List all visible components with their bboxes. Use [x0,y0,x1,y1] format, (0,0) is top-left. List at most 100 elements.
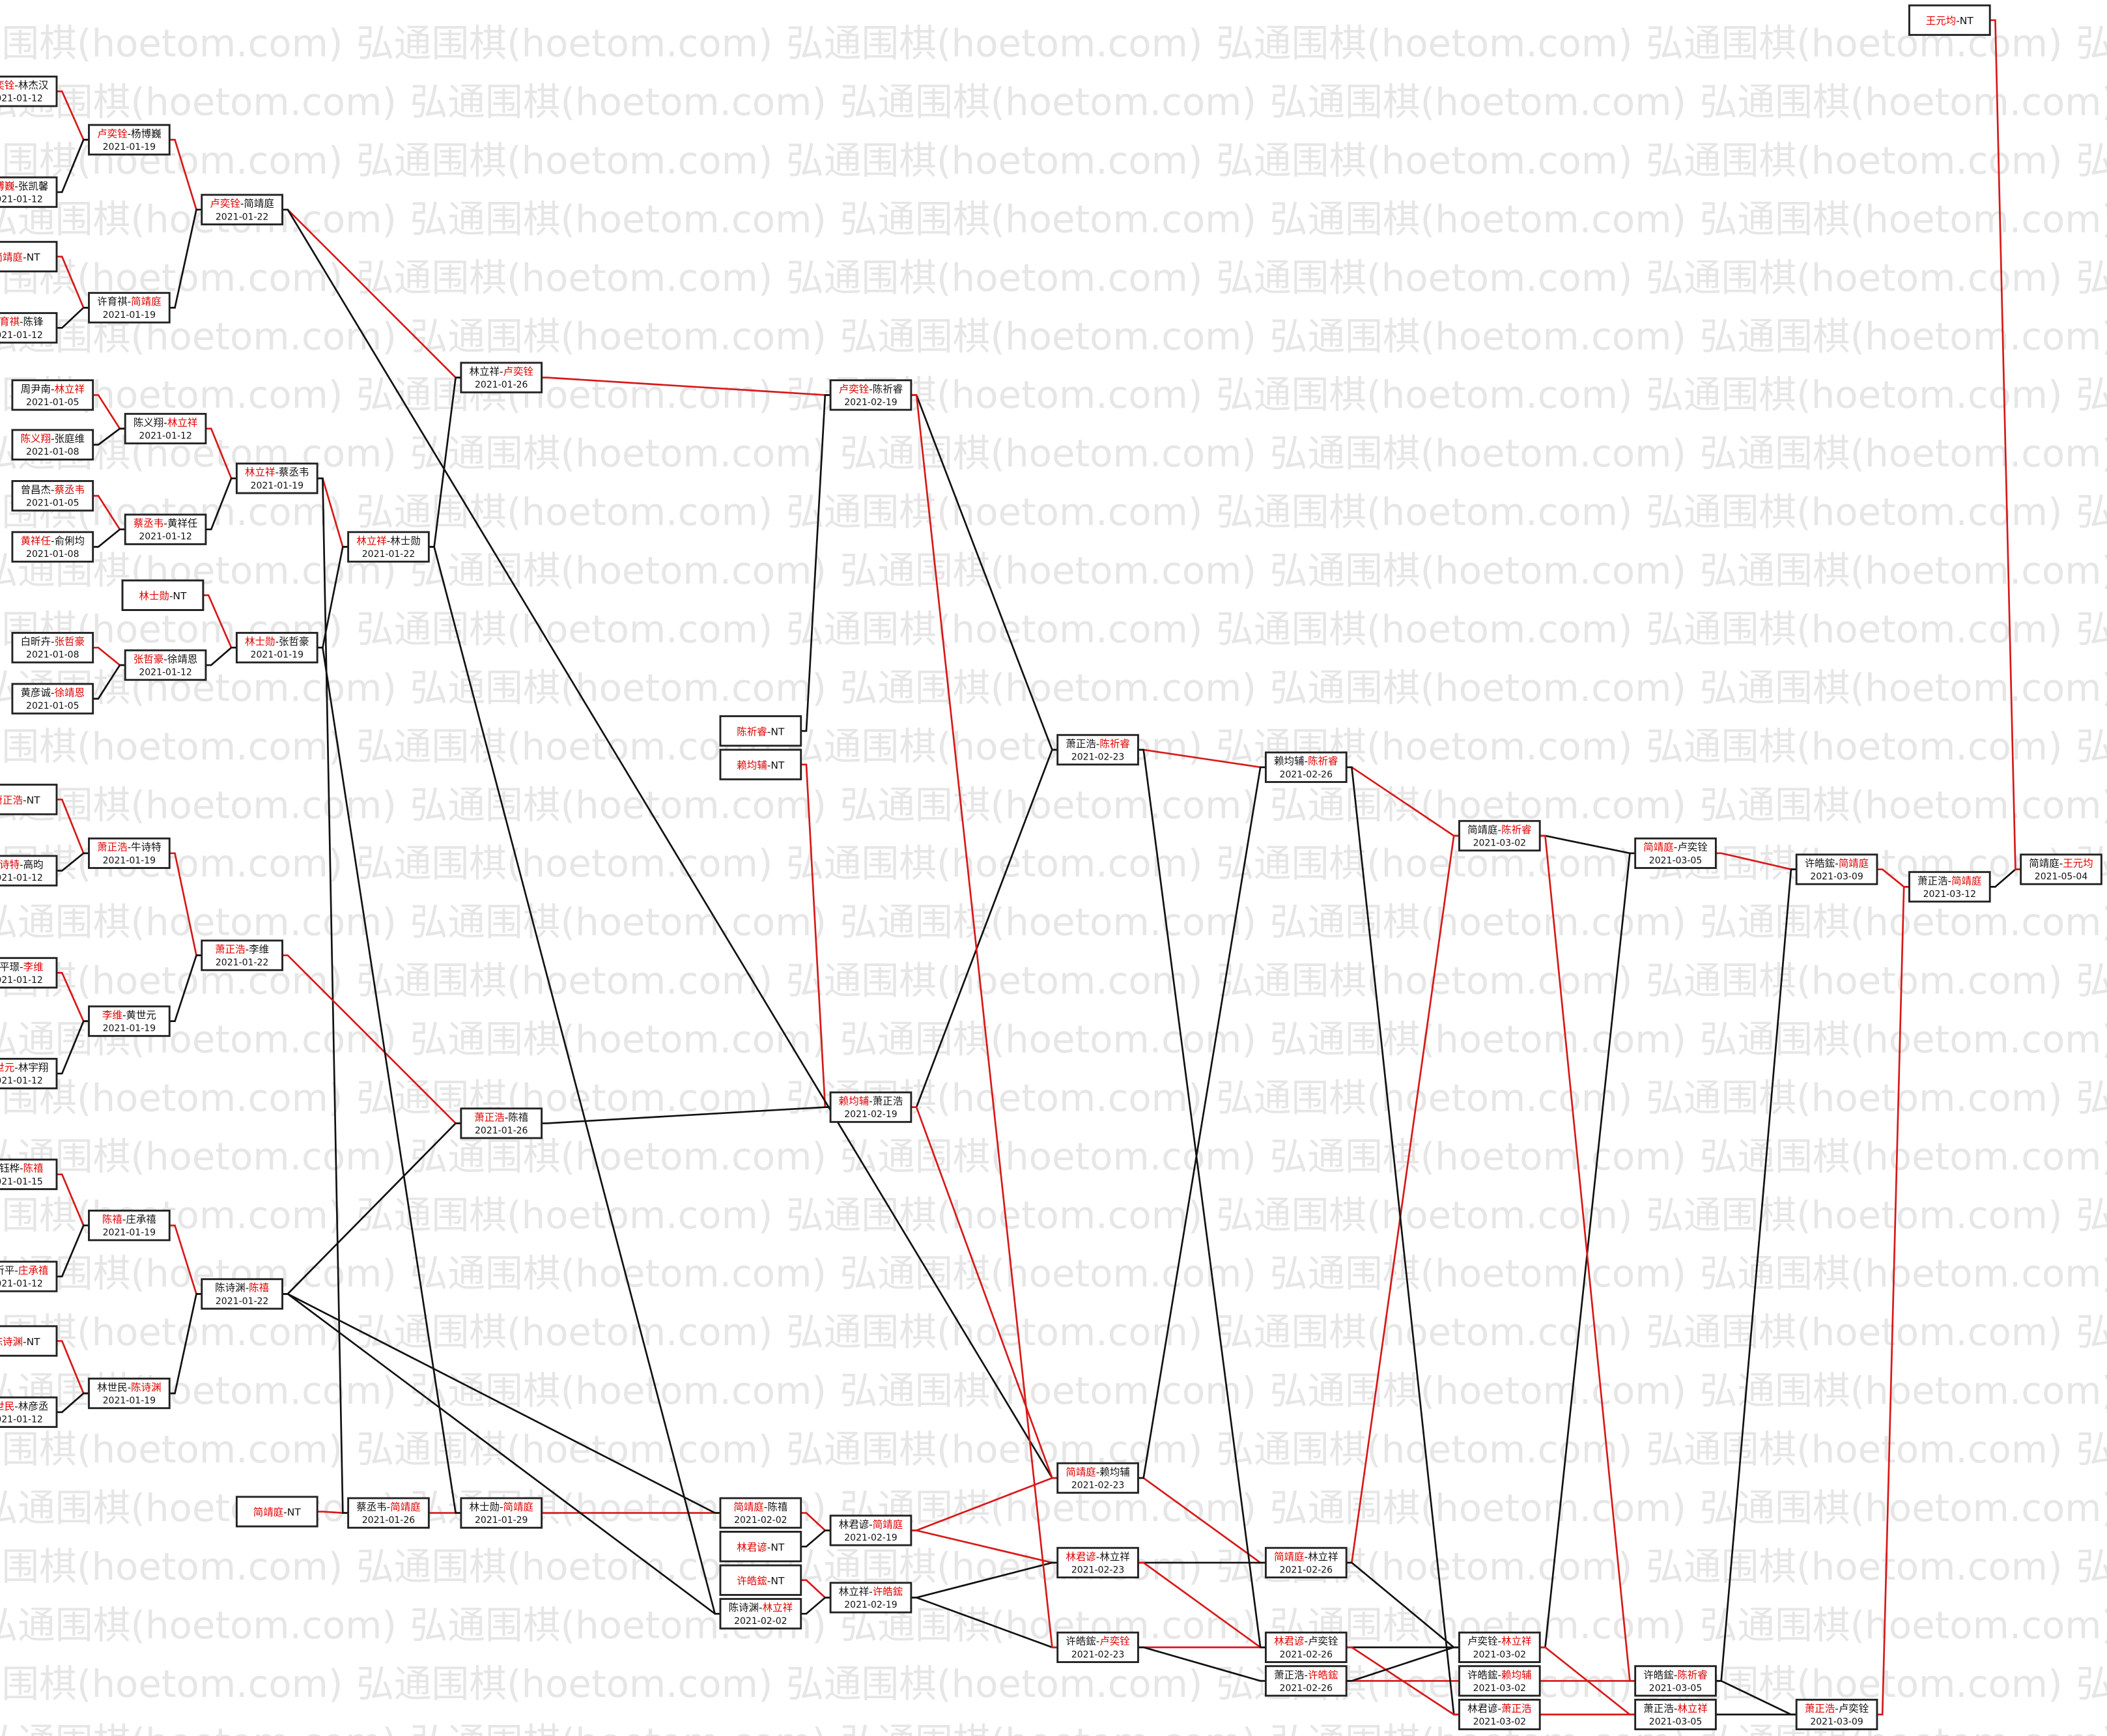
match-box[interactable]: 卢奕铨-简靖庭 2021-01-22 [201,193,283,225]
match-box[interactable]: 许皓鋐-陈祈睿 2021-03-05 [1634,1665,1717,1697]
match-box[interactable]: 林立祥-许皓鋐 2021-02-19 [829,1582,912,1614]
match-box[interactable]: 林士勋-简靖庭 2021-01-29 [460,1497,543,1529]
match-box[interactable]: 许皓鋐-卢奕铨 2021-02-23 [1056,1631,1139,1663]
match-box[interactable]: 白昕卉-张哲豪 2021-01-08 [11,632,94,664]
match-date: 2021-01-12 [139,431,191,441]
match-box[interactable]: 简靖庭-王元均 2021-05-04 [2020,853,2102,885]
match-box[interactable]: 林立祥-林士勋 2021-01-22 [347,531,430,563]
match-box[interactable]: 萧正浩-简靖庭 2021-03-12 [1908,871,1991,903]
match-box[interactable]: 林立祥-蔡丞韦 2021-01-19 [235,462,318,494]
watermark-text: 弘通围棋(hoetom.com) [1700,783,2107,827]
watermark-text: 弘通围棋(hoetom.com) [410,197,826,241]
match-box[interactable]: 简靖庭-NT [0,240,58,273]
match-box[interactable]: 张哲豪-徐靖恩 2021-01-12 [124,649,207,681]
match-box[interactable]: 林君谚-林立祥 2021-02-23 [1056,1546,1139,1579]
match-box[interactable]: 萧正浩-NT [0,784,58,816]
match-box[interactable]: 卢奕铨-林杰汉 2021-01-12 [0,76,58,107]
match-box-frame [2020,853,2102,885]
match-players: 林士勋-简靖庭 [470,1501,533,1513]
player-separator: - [128,128,132,139]
match-box[interactable]: 卢奕铨-林立祥 2021-03-02 [1458,1631,1541,1663]
match-box[interactable]: 陈诗渊-林立祥 2021-02-02 [719,1598,802,1630]
match-box[interactable]: 林君谚-简靖庭 2021-02-19 [829,1515,912,1546]
match-box[interactable]: 王元均-NT [1908,4,1991,36]
match-box[interactable]: 黄平璟-李维 2021-01-12 [0,957,58,989]
match-box[interactable]: 黄彦诚-徐靖恩 2021-01-05 [11,683,94,715]
match-box[interactable]: 简靖庭-赖均辅 2021-02-23 [1056,1462,1139,1494]
match-box[interactable]: 陈禧-庄承禧 2021-01-19 [88,1210,171,1242]
match-date: 2021-01-19 [103,142,156,152]
match-box[interactable]: 黄世元-林宇翔 2021-01-12 [0,1057,58,1090]
match-box[interactable]: 许皓鋐-NT [719,1564,802,1596]
match-box[interactable]: 萧正浩-许皓鋐 2021-02-26 [1264,1665,1348,1697]
match-box[interactable]: 林君谚-卢奕铨 2021-02-26 [1264,1631,1348,1663]
match-box[interactable]: 林君谚-NT [719,1531,802,1563]
match-box[interactable]: 赖均辅-陈祈睿 2021-02-26 [1264,751,1348,783]
match-box-frame [829,1515,912,1546]
match-box[interactable]: 杨博巍-张凯馨 2021-01-12 [0,176,58,208]
match-box[interactable]: 林士勋-NT [121,579,205,611]
player-1: 萧正浩 [215,943,245,955]
match-players: 陈禧-庄承禧 [102,1214,156,1225]
bracket-connector [169,954,202,1022]
player-1: 卢奕铨 [1467,1636,1497,1647]
match-box[interactable]: 简靖庭-陈禧 2021-02-02 [719,1497,802,1529]
match-date: 2021-01-12 [0,1076,43,1087]
match-box[interactable]: 赖均辅-萧正浩 2021-02-19 [829,1091,912,1123]
match-box[interactable]: 陈诗渊-陈禧 2021-01-22 [201,1278,283,1310]
match-box[interactable]: 蔡丞韦-黄祥任 2021-01-12 [124,513,207,545]
match-box[interactable]: 简靖庭-NT [235,1496,318,1528]
player-2: 陈祈睿 [1308,756,1338,767]
match-box[interactable]: 曾昌杰-蔡丞韦 2021-01-05 [11,480,94,512]
player-separator: - [128,1382,132,1393]
player-separator: - [169,590,173,602]
match-box[interactable]: 许皓鋐-简靖庭 2021-03-09 [1795,853,1878,885]
watermark-text: 弘通围棋(hoetom.com) [0,1427,343,1472]
match-box[interactable]: 黄祥任-俞俐均 2021-01-08 [11,531,94,563]
player-separator: - [51,484,55,496]
match-box[interactable]: 林士勋-张哲豪 2021-01-19 [235,632,318,664]
player-2: 王元均 [2063,857,2093,869]
match-box[interactable]: 林立祥-卢奕铨 2021-01-26 [460,362,543,393]
match-box[interactable]: 卢奕铨-陈祈睿 2021-02-19 [829,379,912,411]
match-box[interactable]: 林世民-陈诗渊 2021-01-19 [88,1377,171,1410]
match-box-frame [1264,751,1348,783]
match-box[interactable]: 叶昕平-庄承禧 2021-01-12 [0,1260,58,1292]
match-box[interactable]: 许皓鋐-赖均辅 2021-03-02 [1458,1665,1541,1697]
player-1: 简靖庭 [1467,824,1497,836]
match-box[interactable]: 李维-黄世元 2021-01-19 [88,1005,171,1037]
match-box[interactable]: 简靖庭-林立祥 2021-02-26 [1264,1546,1348,1579]
match-box[interactable]: 萧正浩-牛诗特 2021-01-19 [88,837,171,869]
match-box[interactable]: 萧正浩-陈禧 2021-01-26 [460,1107,543,1139]
player-1: 卢奕铨 [210,198,240,210]
match-box[interactable]: 萧正浩-陈祈睿 2021-02-23 [1056,733,1139,766]
match-box[interactable]: 赖钰桦-陈禧 2021-01-15 [0,1158,58,1190]
watermark-text: 弘通围棋(hoetom.com) [2076,1075,2107,1120]
match-box[interactable]: 牛诗特-高昀 2021-01-12 [0,855,58,887]
match-box[interactable]: 卢奕铨-杨博巍 2021-01-19 [88,124,171,156]
player-2: 庄承禧 [18,1264,48,1276]
match-players: 林君谚-简靖庭 [839,1518,903,1530]
match-box-frame [121,579,205,611]
match-box[interactable]: 林世民-林彦丞 2021-01-12 [0,1396,58,1429]
match-box[interactable]: 陈义翔-张庭维 2021-01-08 [11,429,94,461]
match-box[interactable]: 周尹南-林立祥 2021-01-05 [11,379,94,411]
player-separator: - [1674,1669,1678,1681]
match-players: 简靖庭-NT [0,251,40,263]
match-box[interactable]: 陈诗渊-NT [0,1325,58,1357]
match-players: 张哲豪-徐靖恩 [134,653,197,665]
match-box[interactable]: 赖均辅-NT [719,748,802,780]
match-box[interactable]: 简靖庭-卢奕铨 2021-03-05 [1634,837,1717,869]
match-players: 林立祥-蔡丞韦 [245,466,309,478]
match-box[interactable]: 简靖庭-陈祈睿 2021-03-02 [1458,819,1541,852]
match-box[interactable]: 萧正浩-李维 2021-01-22 [201,939,283,971]
match-box[interactable]: 陈祈睿-NT [719,715,802,747]
bracket-connector [1346,1646,1460,1716]
match-box[interactable]: 陈义翔-林立祥 2021-01-12 [124,412,207,445]
match-box[interactable]: 许育祺-简靖庭 2021-01-19 [88,292,171,324]
match-box[interactable]: 许育祺-陈锋 2021-01-12 [0,312,58,344]
match-box[interactable]: 蔡丞韦-简靖庭 2021-01-26 [347,1497,430,1529]
